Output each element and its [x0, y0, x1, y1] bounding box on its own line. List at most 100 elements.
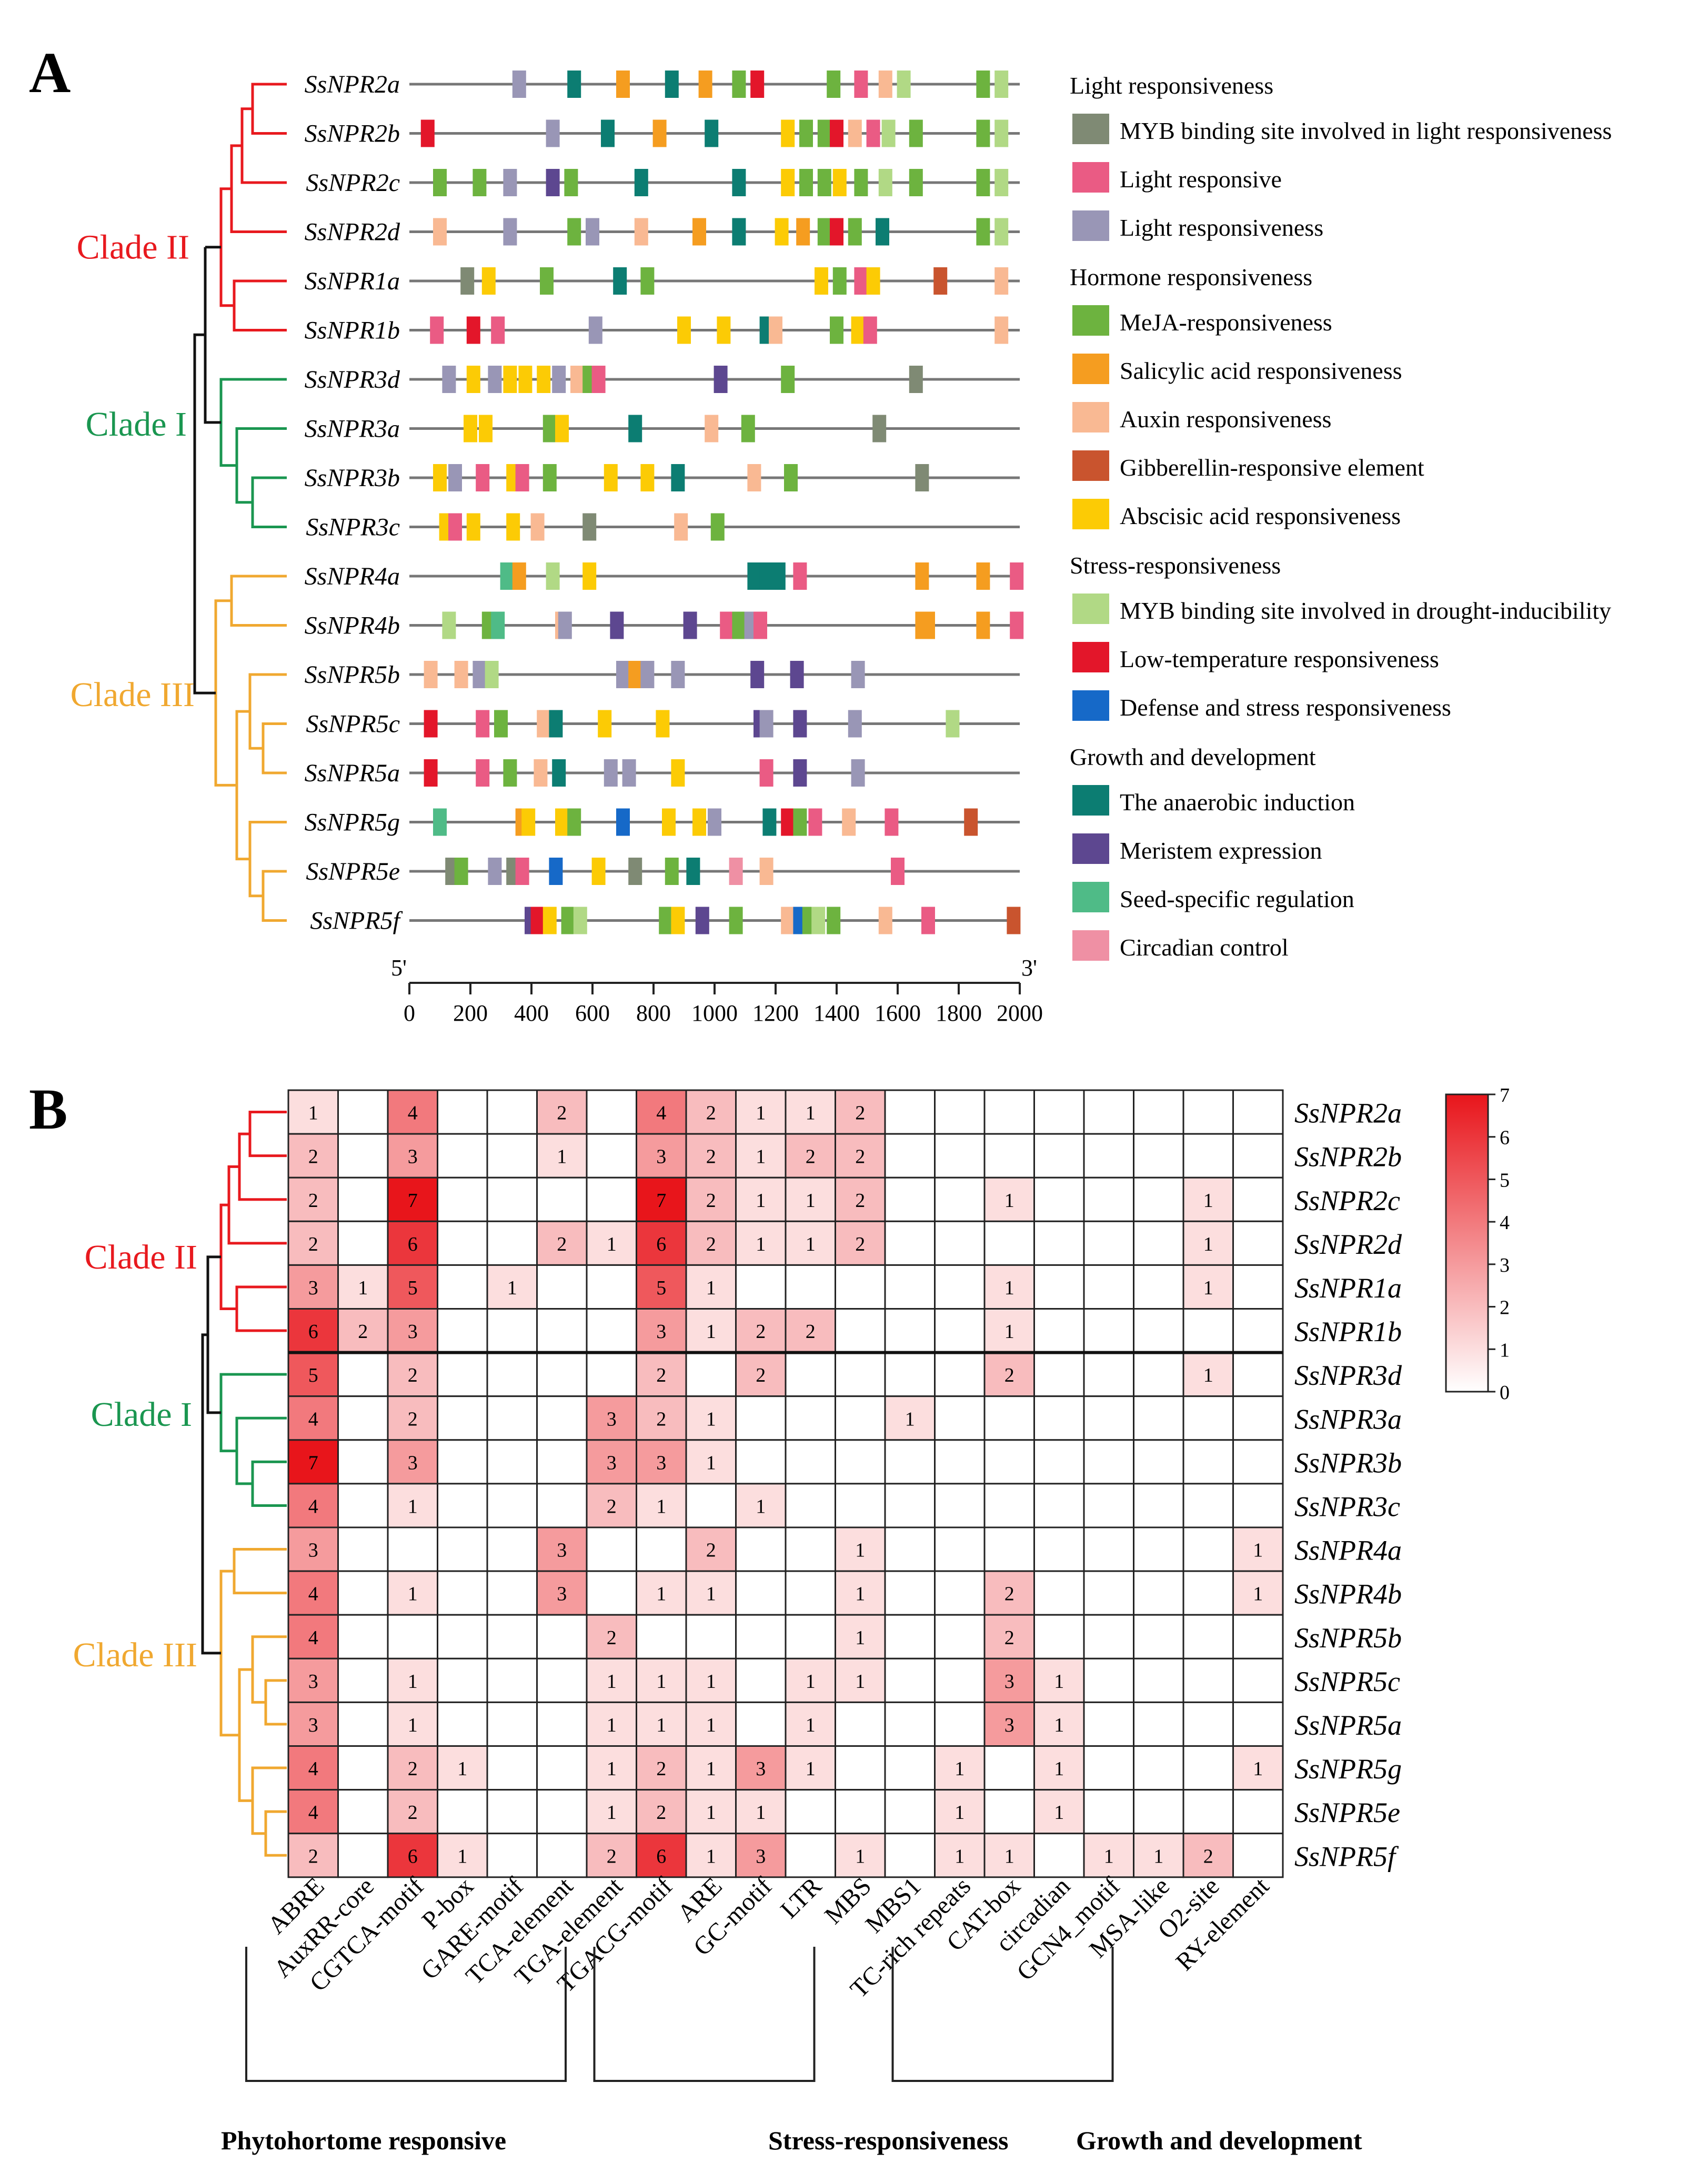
heatmap-cell [437, 1308, 488, 1354]
color-scale-tick-label: 6 [1500, 1127, 1510, 1149]
gene-row-ssnpr2b: SsNPR2b [305, 119, 1020, 148]
cis-element-auxin [530, 513, 545, 541]
tree-branch [230, 575, 287, 627]
heatmap-cell [1083, 1220, 1134, 1266]
cis-element-aba [537, 366, 551, 393]
color-scale-tick-label: 2 [1500, 1297, 1510, 1319]
heatmap-cell [1033, 1176, 1085, 1222]
group-bracket [891, 1947, 1114, 2082]
heatmap-cell [387, 1308, 438, 1354]
heatmap-cell-value: 1 [607, 1714, 617, 1736]
cis-element-myb_light [460, 267, 475, 295]
heatmap-row-label: SsNPR5e [1294, 1797, 1400, 1828]
heatmap-cell [486, 1264, 538, 1310]
cis-element-light_resp [1010, 562, 1024, 590]
cis-element-aba [518, 366, 533, 393]
heatmap-cell [884, 1352, 936, 1397]
heatmap-cell-value: 5 [308, 1364, 318, 1386]
heatmap-cell [785, 1833, 836, 1878]
tree-branch [219, 378, 287, 467]
group-label: Phytohortome responsive [221, 2126, 506, 2155]
heatmap-cell [735, 1833, 787, 1878]
cis-element-sa [796, 218, 810, 246]
heatmap-cell [735, 1614, 787, 1659]
cis-element-light_resp2 [503, 218, 517, 246]
cis-element-defense [616, 808, 630, 836]
gene-label: SsNPR3a [305, 415, 400, 443]
heatmap-cell-value: 1 [806, 1190, 816, 1212]
heatmap-cell [437, 1176, 488, 1222]
cis-element-light_resp [863, 316, 877, 344]
heatmap-cell [586, 1133, 637, 1179]
cis-element-meja [494, 710, 508, 738]
heatmap-cell [1232, 1264, 1284, 1310]
heatmap-cell [685, 1264, 737, 1310]
heatmap-cell [835, 1264, 886, 1310]
axis-tick-label: 400 [514, 1000, 549, 1026]
axis-tick-label: 200 [453, 1000, 488, 1026]
cis-element-auxin [781, 907, 795, 934]
legend-swatch-sa [1072, 354, 1109, 384]
cis-element-aba [640, 464, 655, 491]
cis-element-meja [799, 119, 813, 147]
heatmap-cell [337, 1264, 389, 1310]
heatmap-cell [536, 1308, 588, 1354]
cis-element-sa [921, 611, 935, 639]
heatmap-cell [983, 1395, 1035, 1441]
cis-element-meja [564, 169, 578, 196]
heatmap-cell [685, 1614, 737, 1659]
heatmap-cell [934, 1352, 986, 1397]
heatmap-cell-value: 1 [408, 1583, 418, 1605]
heatmap-cell [1182, 1264, 1234, 1310]
cis-element-anaerobic [686, 858, 700, 885]
heatmap-cell [1033, 1308, 1085, 1354]
cis-element-light_resp [476, 464, 490, 491]
gene-row-ssnpr4a: SsNPR4a [305, 562, 1024, 590]
cis-element-myb_drought [546, 562, 560, 590]
cis-element-auxin [537, 710, 551, 738]
heatmap-cell [1232, 1220, 1284, 1266]
heatmap-cell-value: 1 [408, 1495, 418, 1517]
cis-element-myb_drought [878, 169, 892, 196]
color-scale-tick-label: 0 [1500, 1382, 1510, 1404]
cis-element-aba [656, 710, 670, 738]
tree-branch [235, 710, 250, 861]
cis-element-light_resp2 [448, 464, 462, 491]
heatmap-cell-value: 1 [607, 1233, 617, 1255]
heatmap-cell [735, 1308, 787, 1354]
cis-element-light_resp2 [640, 661, 655, 688]
heatmap-cell [1232, 1614, 1284, 1659]
heatmap-cell [884, 1526, 936, 1572]
heatmap-cell-value: 3 [656, 1321, 666, 1343]
heatmap-cell-value: 5 [408, 1277, 418, 1299]
cis-element-aba [866, 267, 880, 295]
heatmap-cell-value: 2 [806, 1321, 816, 1343]
cis-element-light_resp2 [442, 366, 456, 393]
heatmap-cell-value: 4 [308, 1495, 318, 1517]
heatmap-cell-value: 2 [408, 1408, 418, 1430]
cis-element-meja [817, 218, 831, 246]
heatmap-cell-value: 3 [408, 1452, 418, 1474]
heatmap-cell [835, 1352, 886, 1397]
heatmap-cell [1182, 1133, 1234, 1179]
cis-element-light_resp [430, 316, 444, 344]
cis-element-aba [481, 267, 496, 295]
heatmap-cell [287, 1701, 339, 1747]
heatmap-cell [536, 1089, 588, 1135]
cis-element-aba [781, 119, 795, 147]
heatmap-cell [437, 1789, 488, 1835]
cis-element-light_resp [854, 267, 868, 295]
heatmap-cell-value: 1 [855, 1540, 865, 1562]
cis-element-light_resp2 [488, 366, 502, 393]
heatmap-row-ssnpr3a: 4 2 3 2 1 1 SsNPR3a [287, 1395, 1402, 1441]
heatmap-cell [934, 1614, 986, 1659]
gene-row-ssnpr3c: SsNPR3c [306, 513, 1020, 541]
heatmap-row-ssnpr5e: 4 2 1 2 1 1 1 1 SsNPR5e [287, 1789, 1400, 1835]
heatmap-cell [1182, 1745, 1234, 1791]
color-scale-tick-label: 4 [1500, 1212, 1510, 1234]
heatmap-cell [536, 1395, 588, 1441]
legend-item-label: Auxin responsiveness [1120, 406, 1331, 432]
color-scale-tick-label: 3 [1500, 1254, 1510, 1276]
heatmap-cell [536, 1220, 588, 1266]
cis-element-myb_light [582, 513, 597, 541]
